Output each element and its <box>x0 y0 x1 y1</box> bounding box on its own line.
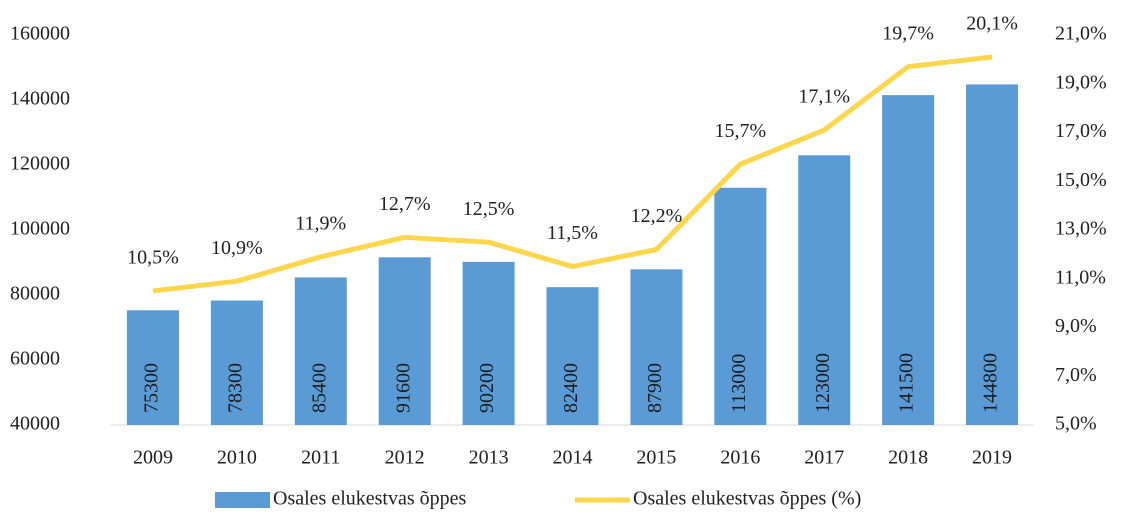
x-tick-label: 2010 <box>217 447 257 469</box>
y2-tick-label: 13,0% <box>1055 218 1107 240</box>
line-label: 11,9% <box>295 212 346 234</box>
bar <box>126 310 179 425</box>
y2-tick-label: 7,0% <box>1055 364 1097 386</box>
bar-label: 78300 <box>224 363 246 413</box>
y-tick-label: 80000 <box>10 283 60 305</box>
y-tick-label: 140000 <box>10 88 70 110</box>
bar <box>714 187 767 425</box>
y2-tick-label: 21,0% <box>1055 23 1107 45</box>
line-label: 12,5% <box>463 198 515 220</box>
x-tick-label: 2016 <box>720 447 760 469</box>
bar <box>462 261 515 425</box>
legend-label: Osales elukestvas õppes <box>273 488 467 510</box>
y-tick-label: 40000 <box>10 413 60 435</box>
bar-label: 123000 <box>812 353 834 413</box>
legend-swatch <box>215 492 270 508</box>
x-tick-label: 2013 <box>469 447 509 469</box>
line <box>152 54 993 294</box>
bar-label: 87900 <box>644 363 666 413</box>
y-tick-label: 160000 <box>10 23 70 45</box>
bar-label: 141500 <box>896 353 918 413</box>
y-tick-label: 60000 <box>10 348 60 370</box>
y-tick-label: 120000 <box>10 153 70 175</box>
bar <box>630 269 683 425</box>
x-tick-label: 2015 <box>636 447 676 469</box>
line-label: 17,1% <box>798 86 850 108</box>
y2-tick-label: 11,0% <box>1055 266 1106 288</box>
y2-tick-label: 9,0% <box>1055 315 1097 337</box>
x-tick-label: 2019 <box>972 447 1012 469</box>
y2-tick-label: 15,0% <box>1055 169 1107 191</box>
bar-label: 144800 <box>980 353 1002 413</box>
bar-label: 75300 <box>141 363 163 413</box>
bar <box>378 257 431 425</box>
y2-tick-label: 19,0% <box>1055 71 1107 93</box>
y2-tick-label: 17,0% <box>1055 120 1107 142</box>
x-tick-label: 2012 <box>385 447 425 469</box>
line-label: 10,5% <box>127 247 179 269</box>
bar-label: 91600 <box>392 363 414 413</box>
bar <box>882 95 935 425</box>
bar <box>210 300 263 425</box>
x-tick-label: 2011 <box>301 447 340 469</box>
x-tick-label: 2017 <box>804 447 844 469</box>
line-label: 10,9% <box>211 237 263 259</box>
y2-tick-label: 5,0% <box>1055 413 1097 435</box>
bar <box>546 287 599 425</box>
bar <box>798 155 851 425</box>
line-label: 15,7% <box>714 120 766 142</box>
bar-label: 85400 <box>308 363 330 413</box>
line-label: 12,2% <box>631 205 683 227</box>
x-tick-label: 2018 <box>888 447 928 469</box>
bar <box>966 84 1019 426</box>
bar-label: 82400 <box>560 363 582 413</box>
y-tick-label: 100000 <box>10 218 70 240</box>
bar <box>294 277 347 425</box>
line-label: 11,5% <box>547 222 598 244</box>
bar-label: 113000 <box>728 354 750 413</box>
line-label: 20,1% <box>966 13 1018 35</box>
x-tick-label: 2014 <box>553 447 593 469</box>
bar-label: 90200 <box>476 363 498 413</box>
legend-label: Osales elukestvas õppes (%) <box>633 488 861 510</box>
line-label: 19,7% <box>882 22 934 44</box>
line-label: 12,7% <box>379 193 431 215</box>
x-tick-label: 2009 <box>133 447 173 469</box>
